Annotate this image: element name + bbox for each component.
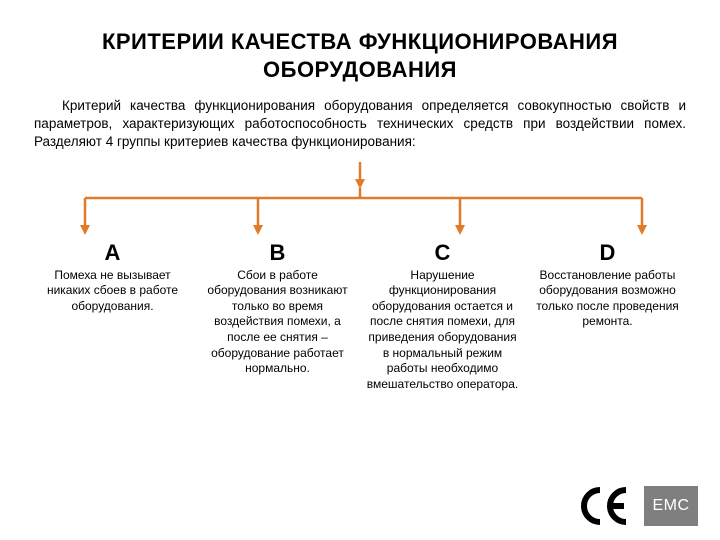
branch-diagram	[30, 158, 690, 238]
criteria-letter: C	[366, 240, 519, 266]
criteria-col-c: C Нарушение функционирования оборудовани…	[364, 240, 521, 393]
criteria-letter: B	[201, 240, 354, 266]
emc-badge: EMC	[644, 486, 698, 526]
intro-paragraph: Критерий качества функционирования обору…	[34, 97, 686, 152]
criteria-text: Нарушение функционирования оборудования …	[366, 268, 519, 393]
criteria-text: Помеха не вызывает никаких сбоев в работ…	[36, 268, 189, 315]
footer-logos: EMC	[578, 486, 698, 526]
criteria-col-d: D Восстановление работы оборудования воз…	[529, 240, 686, 393]
ce-mark-icon	[578, 486, 632, 526]
page-title: КРИТЕРИИ КАЧЕСТВА ФУНКЦИОНИРОВАНИЯ ОБОРУ…	[70, 28, 650, 83]
diagram-svg	[30, 158, 690, 238]
criteria-text: Сбои в работе оборудования возникают тол…	[201, 268, 354, 377]
criteria-col-b: B Сбои в работе оборудования возникают т…	[199, 240, 356, 393]
slide: КРИТЕРИИ КАЧЕСТВА ФУНКЦИОНИРОВАНИЯ ОБОРУ…	[0, 0, 720, 540]
criteria-letter: A	[36, 240, 189, 266]
criteria-columns: A Помеха не вызывает никаких сбоев в раб…	[34, 240, 686, 393]
criteria-text: Восстановление работы оборудования возмо…	[531, 268, 684, 330]
criteria-col-a: A Помеха не вызывает никаких сбоев в раб…	[34, 240, 191, 393]
criteria-letter: D	[531, 240, 684, 266]
